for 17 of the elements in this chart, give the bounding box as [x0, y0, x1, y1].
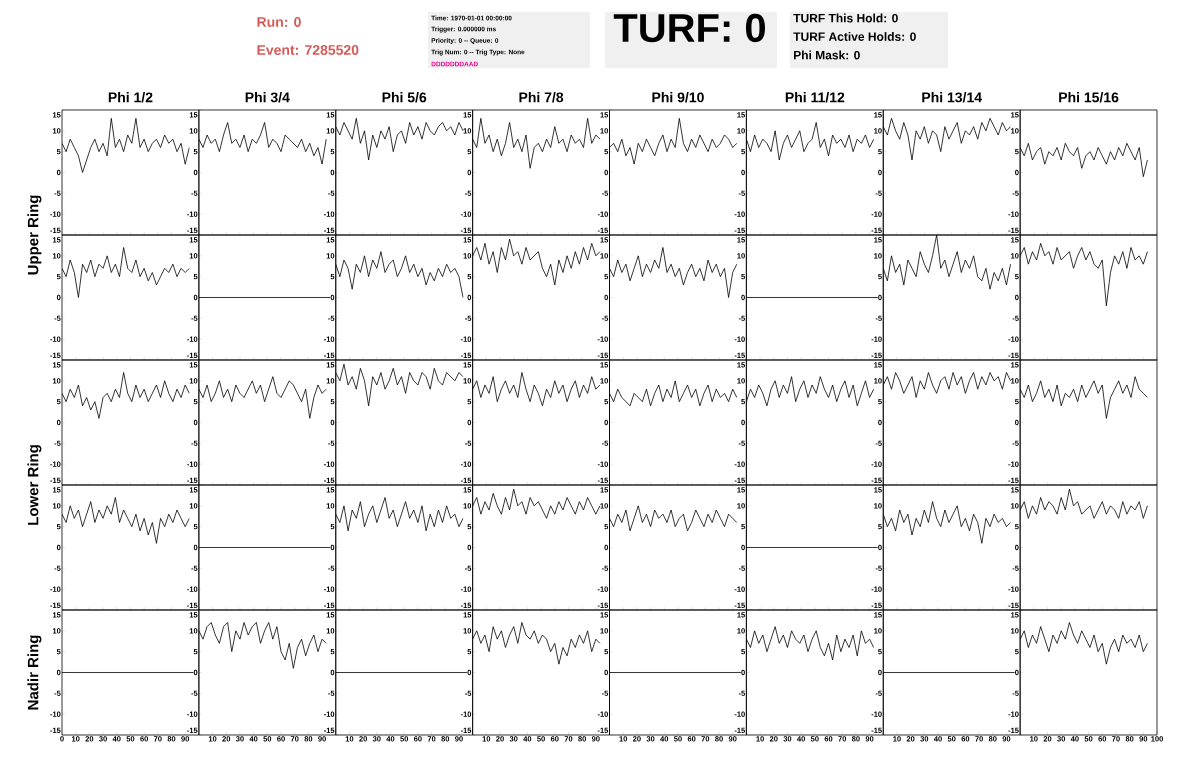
- chart-title: Phi 7/8: [519, 92, 564, 103]
- text: Event: 7285520: [257, 45, 359, 55]
- text: TURF: 0: [613, 13, 765, 43]
- text: TURF Active Holds: 0: [793, 32, 916, 41]
- chart-title: Phi 5/6: [382, 92, 427, 103]
- y-axis-title: Lower Ring: [27, 445, 42, 525]
- text: Run: 0: [257, 17, 301, 27]
- chart-title: Phi 1/2: [108, 92, 153, 103]
- chart-title: Phi 3/4: [245, 92, 290, 103]
- text: TURF This Hold: 0: [793, 13, 898, 23]
- chart-title: Phi 15/16: [1059, 92, 1119, 103]
- y-axis-title: Nadir Ring: [27, 635, 42, 710]
- text: Phi Mask: 0: [794, 50, 860, 60]
- chart-title: Phi 11/12: [785, 92, 845, 103]
- chart-title: Phi 13/14: [922, 92, 982, 103]
- chart-title: Phi 9/10: [652, 92, 704, 103]
- y-axis-title: Upper Ring: [27, 195, 42, 275]
